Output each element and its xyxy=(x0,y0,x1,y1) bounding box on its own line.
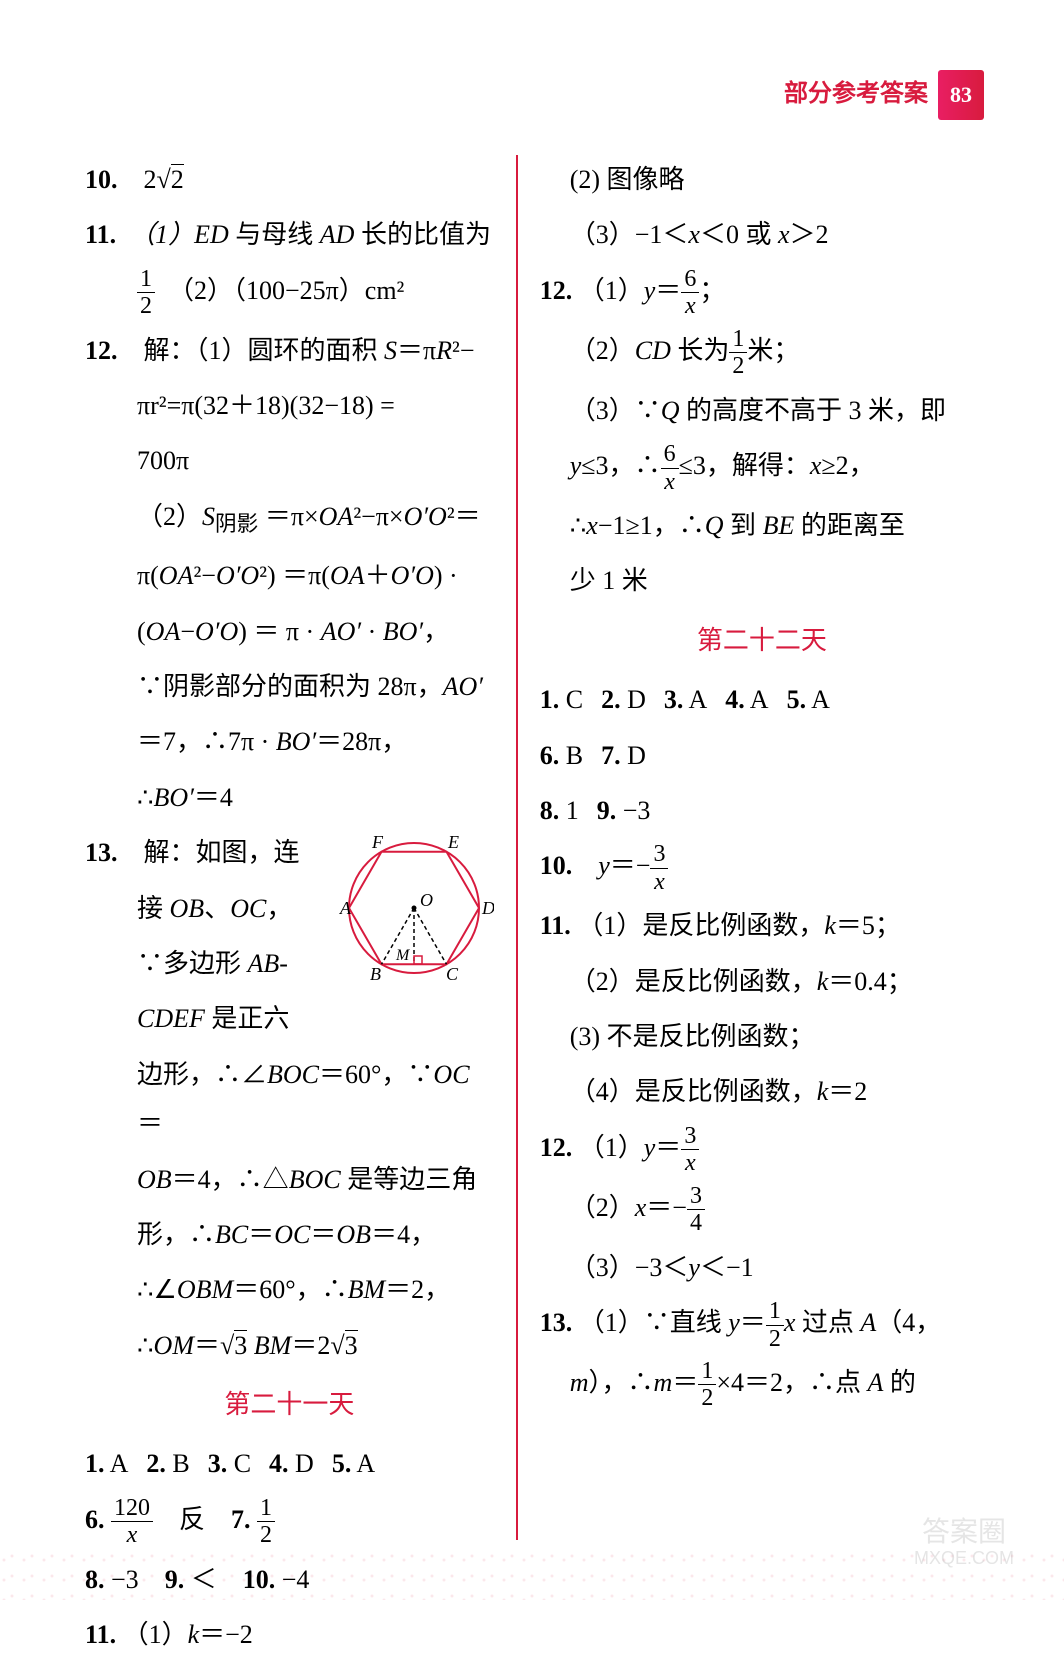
s22-11-1: 11. （1）是反比例函数，k＝5； xyxy=(540,901,984,950)
item-12-l2: πr²=π(32＋18)(32−18) = xyxy=(85,381,494,430)
item-12-l9: ∴BO′＝4 xyxy=(85,773,494,822)
s22-13-2: m），∴m＝12×4＝2，∴点 A 的 xyxy=(540,1358,984,1412)
watermark: 答案圈 MXQE.COM xyxy=(914,1515,1014,1570)
s22-11-4: （4）是反比例函数，k＝2 xyxy=(540,1067,984,1116)
item-13-l5: 边形，∴∠BOC＝60°，∵OC＝ xyxy=(85,1050,494,1149)
r-12: 12. （1）y＝6x； xyxy=(540,266,984,320)
item-12-l4: （2）S阴影 ＝π×OA²−π×O′O²＝ xyxy=(85,492,494,545)
item-12-l6: (OA−O′O) ＝ π · AO′ · BO′， xyxy=(85,607,494,656)
s21-mc: 1. A 2. B 3. C 4. D 5. A xyxy=(85,1439,494,1488)
s22-mc1: 1. C 2. D 3. A 4. A 5. A xyxy=(540,675,984,724)
s22-13-1: 13. （1）∵直线 y＝12x 过点 A（4， xyxy=(540,1298,984,1352)
header-title: 部分参考答案 xyxy=(784,72,928,118)
item-12-l3: 700π xyxy=(85,436,494,485)
r-12-4: y≤3，∴6x≤3，解得：x≥2， xyxy=(540,441,984,495)
item-12: 12. 解：（1）圆环的面积 S＝πR²− xyxy=(85,326,494,375)
s22-10: 10. y＝−3x xyxy=(540,841,984,895)
svg-text:O: O xyxy=(420,890,433,910)
r-12-5: ∴x−1≥1，∴Q 到 BE 的距离至 xyxy=(540,501,984,550)
r-12-3: （3）∵Q 的高度不高于 3 米，即 xyxy=(540,386,984,435)
item-13-l7: 形，∴BC＝OC＝OB＝4， xyxy=(85,1210,494,1259)
left-column: 10. 2√2 11. （1）ED 与母线 AD 长的比值为 12 （2）（10… xyxy=(85,155,512,1540)
s22-11-2: （2）是反比例函数，k＝0.4； xyxy=(540,957,984,1006)
r-12-6: 少 1 米 xyxy=(540,556,984,605)
s22-fill1: 8. 1 9. −3 xyxy=(540,786,984,835)
column-divider xyxy=(516,155,518,1540)
s22-12-2: （2）x＝−34 xyxy=(540,1183,984,1237)
r-12-2: （2）CD 长为12米； xyxy=(540,326,984,380)
svg-text:F: F xyxy=(371,832,384,852)
page-header: 部分参考答案 83 xyxy=(784,70,984,120)
item-13-l6: OB＝4，∴△BOC 是等边三角 xyxy=(85,1155,494,1204)
svg-text:M: M xyxy=(395,947,411,964)
item-11-cont: 12 （2）（100−25π）cm² xyxy=(85,266,494,320)
s22-12-3: （3）−3＜y＜−1 xyxy=(540,1243,984,1292)
s21-11: 11. （1）k＝−2 xyxy=(85,1610,494,1659)
item-11: 11. （1）ED 与母线 AD 长的比值为 xyxy=(85,210,494,259)
s22-mc2: 6. B 7. D xyxy=(540,731,984,780)
item-10: 10. 2√2 xyxy=(85,155,494,204)
svg-text:C: C xyxy=(446,964,459,984)
item-12-l5: π(OA²−O′O²) ＝π(OA＋O′O) · xyxy=(85,551,494,600)
s21-fill-8-10: 8. −3 9. ＜ 10. −4 xyxy=(85,1555,494,1604)
s21-fill-6-7: 6. 120x 反 7. 12 xyxy=(85,1495,494,1549)
r-top-1: (2) 图像略 xyxy=(540,155,984,204)
svg-text:D: D xyxy=(481,898,494,918)
s22-11-3: (3) 不是反比例函数； xyxy=(540,1012,984,1061)
item-12-l8: ＝7，∴7π · BO′＝28π， xyxy=(85,717,494,766)
item-13-l4: CDEF 是正六 xyxy=(85,994,494,1043)
item-13-l9: ∴OM＝√3 BM＝2√3 xyxy=(85,1321,494,1370)
item-12-l7: ∵阴影部分的面积为 28π，AO′ xyxy=(85,662,494,711)
section-21-title: 第二十一天 xyxy=(85,1380,494,1429)
section-22-title: 第二十二天 xyxy=(540,616,984,665)
right-column: (2) 图像略 （3）−1＜x＜0 或 x＞2 12. （1）y＝6x； （2）… xyxy=(522,155,984,1540)
r-top-2: （3）−1＜x＜0 或 x＞2 xyxy=(540,210,984,259)
content: 10. 2√2 11. （1）ED 与母线 AD 长的比值为 12 （2）（10… xyxy=(85,155,984,1540)
svg-text:E: E xyxy=(447,832,459,852)
svg-text:A: A xyxy=(339,898,352,918)
item-13-block: A B C D E F O M 13. 解：如图，连 接 OB、OC， ∵多边形… xyxy=(85,828,494,1050)
hexagon-diagram: A B C D E F O M xyxy=(334,828,494,988)
s22-12-1: 12. （1）y＝3x xyxy=(540,1123,984,1177)
item-13-l8: ∴∠OBM＝60°，∴BM＝2， xyxy=(85,1265,494,1314)
svg-text:B: B xyxy=(370,964,381,984)
page-number: 83 xyxy=(938,70,984,120)
